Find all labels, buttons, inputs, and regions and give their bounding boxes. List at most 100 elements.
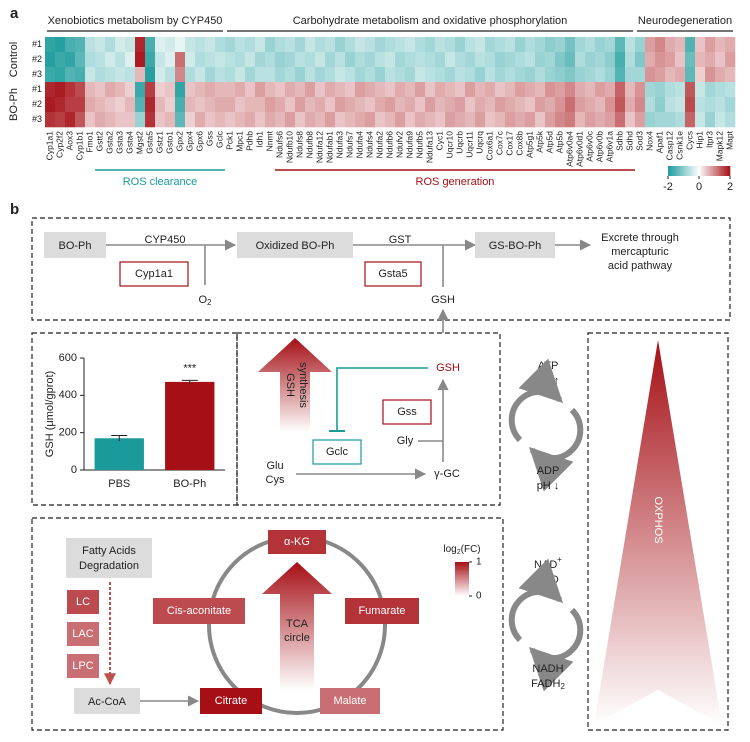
cell	[505, 82, 516, 98]
cell	[175, 37, 186, 53]
cell	[155, 52, 166, 68]
colorbar-step	[455, 590, 469, 592]
cell	[415, 37, 426, 53]
frame	[587, 332, 729, 731]
colorbar-step	[712, 166, 715, 176]
gene-label: Cyp1a1	[44, 131, 54, 161]
colorbar-step	[455, 580, 469, 582]
cell	[455, 37, 466, 53]
cell	[725, 82, 736, 98]
colorbar-step	[697, 166, 700, 176]
cell	[195, 82, 206, 98]
cell	[685, 97, 696, 113]
cell	[335, 67, 346, 83]
cell	[205, 37, 216, 53]
enzyme: GST	[389, 234, 412, 246]
cell	[705, 97, 716, 113]
gene-label: Uqcr11	[464, 131, 474, 158]
colorbar-step	[692, 166, 695, 176]
metabolite-label: LPC	[72, 660, 93, 672]
metabolite-label: LC	[76, 596, 90, 608]
node-label: Oxidized BO-Ph	[256, 240, 335, 252]
cell	[115, 37, 126, 53]
cell	[515, 52, 526, 68]
row-label: #3	[32, 69, 42, 79]
cell	[305, 112, 316, 128]
cell	[65, 37, 76, 53]
cell	[565, 67, 576, 83]
cell	[475, 37, 486, 53]
enzyme: CYP450	[145, 234, 186, 246]
label: OXPHOS	[652, 496, 664, 543]
cell	[255, 97, 266, 113]
cell	[315, 52, 326, 68]
cell	[215, 67, 226, 83]
cell	[625, 52, 636, 68]
cell	[105, 112, 116, 128]
frame	[31, 517, 504, 731]
gene-label: Cox7c	[494, 130, 504, 155]
gene-label: Cyp1b1	[74, 131, 84, 161]
cell	[45, 52, 56, 68]
gene-label: Ndufb10	[284, 131, 294, 163]
cell	[255, 52, 266, 68]
group-label: Carbohydrate metabolism and oxidative ph…	[293, 15, 568, 27]
cell	[575, 82, 586, 98]
cell	[465, 97, 476, 113]
cell	[635, 37, 646, 53]
cell	[695, 37, 706, 53]
cell	[55, 112, 66, 128]
cell	[255, 112, 266, 128]
cell	[605, 52, 616, 68]
gene-box	[119, 261, 189, 287]
cell	[105, 37, 116, 53]
cell	[315, 97, 326, 113]
gene-label: Ndufab1	[324, 131, 334, 163]
colorbar-step	[688, 166, 690, 176]
cell	[485, 82, 496, 98]
gene-label: Itpr3	[704, 131, 714, 148]
cell	[365, 67, 376, 83]
cell	[115, 67, 126, 83]
node	[44, 232, 106, 258]
cell	[665, 67, 676, 83]
cell	[385, 97, 396, 113]
cell	[295, 52, 306, 68]
cell	[195, 52, 206, 68]
cell	[365, 112, 376, 128]
cell	[135, 97, 146, 113]
cell	[535, 67, 546, 83]
cell	[635, 52, 646, 68]
cell	[665, 37, 676, 53]
cell	[675, 82, 686, 98]
cell	[325, 52, 336, 68]
colorbar-step	[455, 588, 469, 590]
colorbar-step	[717, 166, 720, 176]
gene-label: Ndufs6	[274, 131, 284, 158]
cell	[355, 37, 366, 53]
gene-label: Atp5g1	[524, 131, 534, 158]
cell	[315, 37, 326, 53]
cell	[585, 97, 596, 113]
cell	[315, 112, 326, 128]
cell	[205, 97, 216, 113]
cell	[605, 67, 616, 83]
cell	[255, 67, 266, 83]
colorbar-step	[723, 166, 726, 176]
cell	[95, 67, 106, 83]
cell	[135, 67, 146, 83]
node	[475, 232, 555, 258]
colorbar-step	[719, 166, 721, 176]
cell	[715, 37, 726, 53]
gene-label: Sod3	[634, 131, 644, 151]
cell	[685, 52, 696, 68]
colorbar-step	[699, 166, 701, 176]
cell	[475, 112, 486, 128]
cell	[305, 97, 316, 113]
cell	[85, 112, 96, 128]
cell	[535, 52, 546, 68]
cell	[465, 52, 476, 68]
gene-label: Uqcrq	[474, 131, 484, 154]
cell	[495, 67, 506, 83]
